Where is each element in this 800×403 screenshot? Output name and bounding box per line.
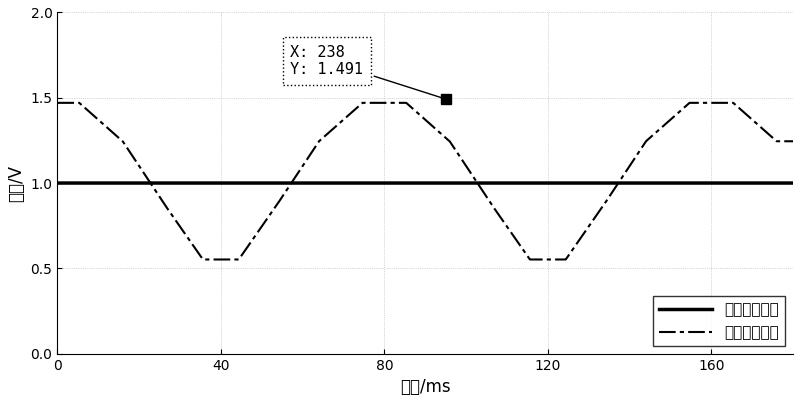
含分数次谐波 — [366, 100, 376, 105]
含分数次谐波 — [728, 100, 738, 105]
单纯正弦信号 — [694, 181, 704, 185]
含分数次谐波 — [788, 139, 798, 144]
X-axis label: 时间/ms: 时间/ms — [400, 378, 450, 396]
含分数次谐波 — [180, 231, 190, 236]
单纯正弦信号 — [366, 181, 376, 185]
单纯正弦信号 — [180, 181, 190, 185]
含分数次谐波 — [53, 100, 62, 105]
Legend: 单纯正弦信号, 含分数次谐波: 单纯正弦信号, 含分数次谐波 — [653, 296, 786, 346]
单纯正弦信号 — [53, 181, 62, 185]
含分数次谐波 — [334, 121, 344, 126]
单纯正弦信号 — [774, 181, 783, 185]
含分数次谐波 — [526, 257, 535, 262]
Y-axis label: 幅値/V: 幅値/V — [7, 164, 25, 202]
单纯正弦信号 — [334, 181, 344, 185]
含分数次谐波 — [694, 100, 704, 105]
单纯正弦信号 — [137, 181, 146, 185]
单纯正弦信号 — [788, 181, 798, 185]
含分数次谐波 — [137, 167, 146, 172]
Text: X: 238
Y: 1.491: X: 238 Y: 1.491 — [290, 45, 444, 98]
Line: 含分数次谐波: 含分数次谐波 — [58, 103, 793, 260]
含分数次谐波 — [774, 139, 784, 144]
